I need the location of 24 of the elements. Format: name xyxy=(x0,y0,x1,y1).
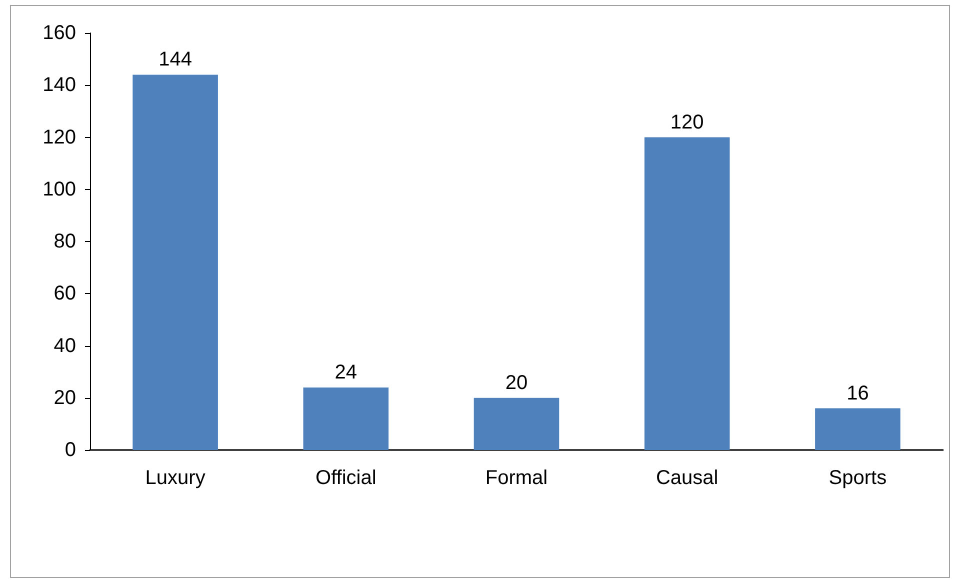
y-tick-label: 140 xyxy=(42,74,76,96)
data-label: 144 xyxy=(158,48,192,71)
bar xyxy=(474,398,560,450)
x-tick-label: Formal xyxy=(485,467,548,489)
y-tick-label: 100 xyxy=(42,178,76,200)
bar xyxy=(132,74,218,450)
data-label: 20 xyxy=(505,372,528,394)
y-tick-label: 80 xyxy=(54,230,76,252)
bar xyxy=(644,137,730,450)
x-tick-label: Sports xyxy=(828,467,887,489)
data-label: 16 xyxy=(846,382,869,404)
y-tick-label: 0 xyxy=(64,439,76,461)
y-tick-label: 20 xyxy=(54,386,76,409)
y-tick-label: 120 xyxy=(42,126,76,148)
data-label: 24 xyxy=(334,361,358,384)
x-tick-label: Causal xyxy=(656,467,718,489)
x-tick-label: Official xyxy=(316,467,376,489)
y-tick-label: 160 xyxy=(42,22,76,44)
data-label: 120 xyxy=(670,111,704,134)
y-tick-label: 60 xyxy=(54,282,76,305)
x-tick-label: Luxury xyxy=(145,467,206,489)
bar xyxy=(303,387,389,450)
bar xyxy=(815,408,900,450)
y-tick-label: 40 xyxy=(54,334,76,357)
